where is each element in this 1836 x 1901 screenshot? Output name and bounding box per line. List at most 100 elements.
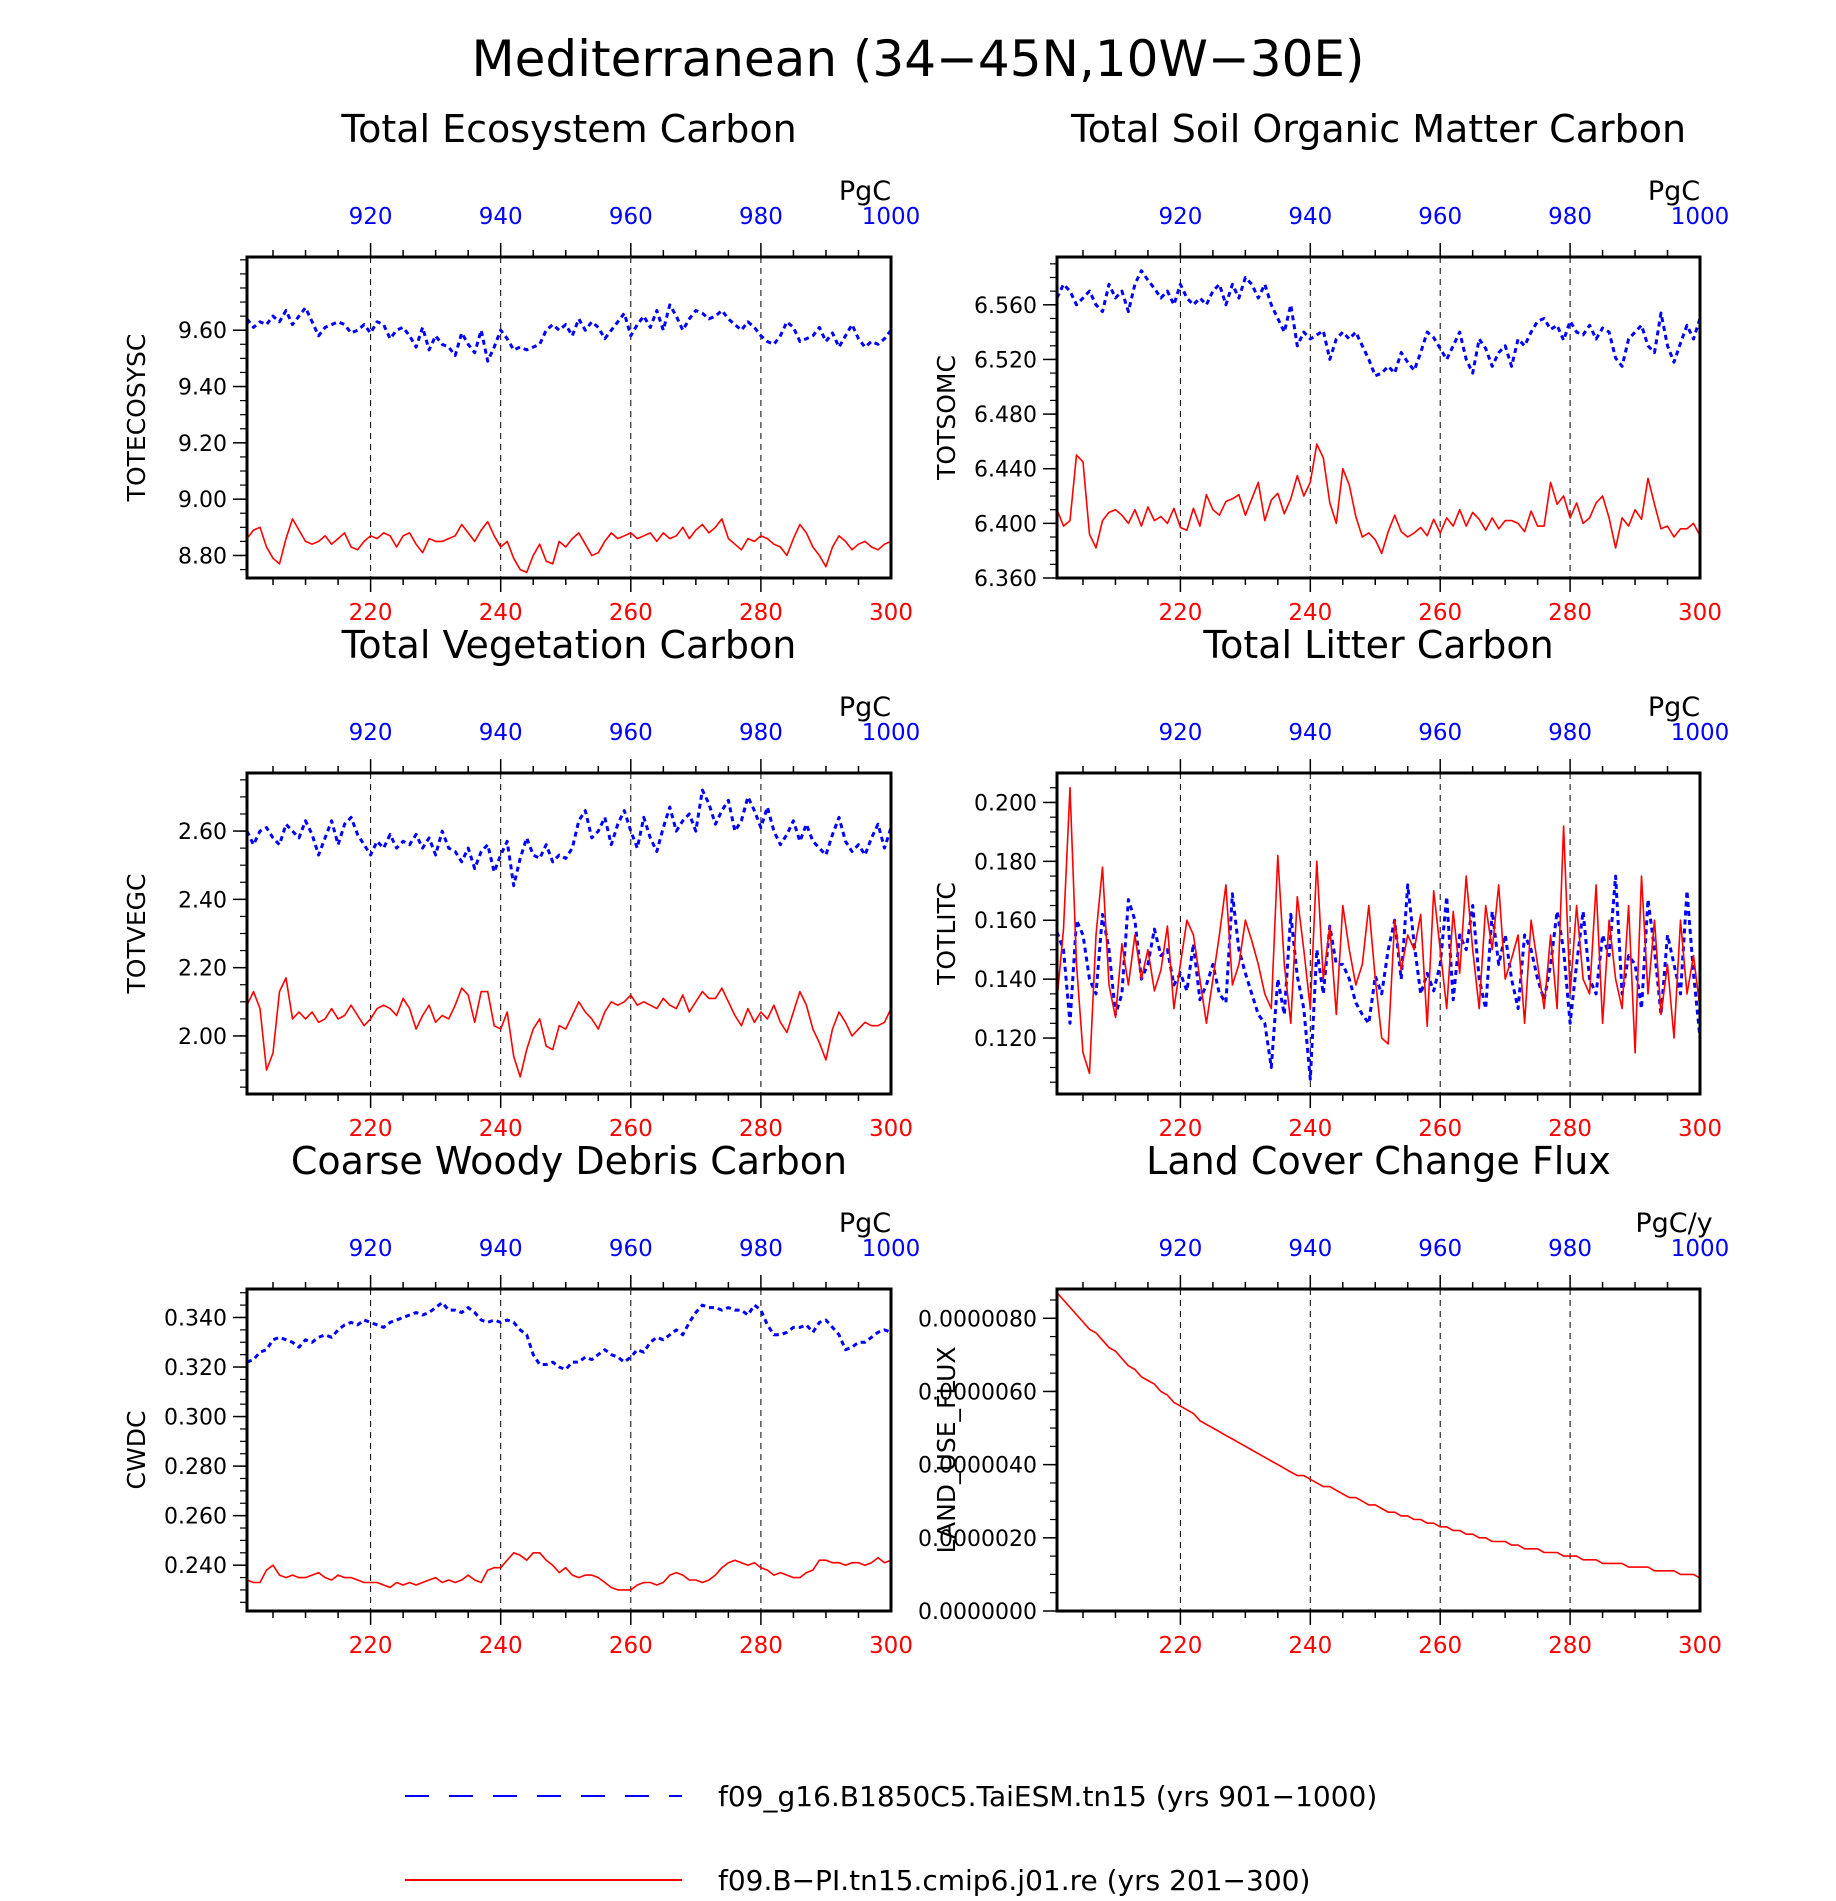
x-tick-label-top: 960 [1418,1236,1462,1262]
x-tick-label-bottom: 260 [1418,1116,1462,1142]
x-tick-label-top: 920 [1158,1236,1202,1262]
x-tick-label-bottom: 240 [1288,1633,1332,1659]
y-tick-label: 9.40 [178,376,227,401]
y-tick-label: 2.20 [178,957,227,982]
legend: f09_g16.B1850C5.TaiESM.tn15 (yrs 901−100… [405,1780,1377,1897]
y-tick-label: 0.300 [164,1406,227,1431]
x-tick-label-bottom: 300 [869,1633,913,1659]
y-tick-label: 0.240 [164,1554,227,1579]
x-tick-label-top: 960 [609,204,653,230]
series-line-1 [1055,874,1702,1081]
units-label: PgC [839,1208,891,1239]
y-axis-label: TOTECOSYSC [122,334,151,503]
x-tick-label-bottom: 220 [349,600,393,626]
panel-title: Land Cover Change Flux [1146,1139,1611,1183]
y-tick-label: 0.260 [164,1505,227,1530]
panel-title: Total Litter Carbon [1202,623,1553,667]
x-tick-label-bottom: 300 [1678,1633,1722,1659]
y-tick-label: 0.120 [974,1027,1037,1052]
panel-title: Coarse Woody Debris Carbon [291,1139,847,1183]
x-tick-label-top: 1000 [862,1236,921,1262]
x-tick-label-bottom: 240 [479,600,523,626]
x-tick-label-bottom: 220 [349,1116,393,1142]
x-tick-label-top: 980 [1548,204,1592,230]
y-tick-label: 6.480 [974,403,1037,428]
x-tick-label-top: 1000 [1671,204,1730,230]
series-line-2 [1056,786,1701,1075]
y-tick-label: 0.0000060 [918,1380,1037,1405]
y-tick-label: 0.0000040 [918,1454,1037,1479]
panel-title: Total Soil Organic Matter Carbon [1070,107,1686,151]
x-tick-label-bottom: 240 [1288,1116,1332,1142]
figure-title: Mediterranean (34−45N,10W−30E) [471,30,1364,88]
plot-frame [245,1287,893,1613]
x-tick-label-bottom: 220 [1158,1116,1202,1142]
x-tick-label-bottom: 300 [869,1116,913,1142]
x-tick-label-top: 920 [349,1236,393,1262]
panel-2: Total Soil Organic Matter Carbon 6.560 6.5… [932,107,1729,626]
x-tick-label-top: 980 [1548,1236,1592,1262]
x-tick-label-bottom: 220 [349,1633,393,1659]
panel-4: Total Litter Carbon 0.200 0.180 0.160 0.140 0… [932,623,1729,1142]
series-line-1 [1056,1292,1701,1579]
x-tick-label-bottom: 300 [869,600,913,626]
x-tick-label-top: 940 [479,204,523,230]
series-line-2 [246,518,892,574]
x-tick-label-bottom: 280 [1548,600,1592,626]
panels: Total Ecosystem Carbon 9.60 9.40 9.20 9.00 8.… [122,107,1729,1659]
x-tick-label-bottom: 300 [1678,1116,1722,1142]
x-tick-label-top: 920 [349,204,393,230]
plot-frame [245,255,893,580]
x-tick-label-top: 980 [739,204,783,230]
plot-frame [1055,771,1702,1096]
y-tick-label: 0.140 [974,968,1037,993]
y-tick-label: 0.0000000 [918,1600,1037,1625]
x-tick-label-top: 920 [349,720,393,746]
y-tick-label: 0.0000020 [918,1527,1037,1552]
units-label: PgC/y [1635,1208,1712,1239]
x-tick-label-bottom: 240 [479,1116,523,1142]
x-tick-label-top: 940 [1288,720,1332,746]
x-tick-label-top: 960 [609,720,653,746]
x-tick-label-top: 940 [479,1236,523,1262]
y-tick-label: 0.320 [164,1356,227,1381]
y-axis-label: TOTVEGC [122,874,151,995]
series-line-1 [246,1301,892,1371]
x-tick-label-bottom: 220 [1158,600,1202,626]
x-tick-label-top: 1000 [862,204,921,230]
series-line-1 [245,788,893,888]
x-tick-label-top: 980 [739,720,783,746]
x-tick-label-top: 920 [1158,720,1202,746]
panel-title: Total Vegetation Carbon [341,623,797,667]
y-tick-label: 0.200 [974,791,1037,816]
y-tick-label: 2.00 [178,1025,227,1050]
y-tick-label: 6.440 [974,458,1037,483]
legend-label-series-a: f09_g16.B1850C5.TaiESM.tn15 (yrs 901−100… [718,1780,1377,1813]
y-tick-label: 9.00 [178,488,227,513]
x-tick-label-top: 1000 [1671,720,1730,746]
x-tick-label-bottom: 260 [609,600,653,626]
y-tick-label: 0.280 [164,1455,227,1480]
x-tick-label-bottom: 260 [1418,600,1462,626]
y-axis-label: TOTLITC [932,882,961,986]
y-axis-label: LAND_USE_FLUX [932,1346,961,1553]
y-tick-label: 6.360 [974,567,1037,592]
x-tick-label-bottom: 280 [1548,1116,1592,1142]
panel-1: Total Ecosystem Carbon 9.60 9.40 9.20 9.00 8.… [122,107,920,626]
y-tick-label: 9.20 [178,432,227,457]
y-tick-label: 6.520 [974,348,1037,373]
units-label: PgC [839,692,891,723]
panel-6: Land Cover Change Flux 0.0000080 0.0000060… [918,1139,1729,1659]
x-tick-label-top: 1000 [862,720,921,746]
series-line-2 [1056,443,1701,555]
x-tick-label-top: 960 [609,1236,653,1262]
series-line-2 [246,977,892,1078]
units-label: PgC [839,176,891,207]
x-tick-label-bottom: 280 [1548,1633,1592,1659]
x-tick-label-top: 960 [1418,204,1462,230]
x-tick-label-top: 940 [479,720,523,746]
y-tick-label: 6.400 [974,512,1037,537]
panel-5: Coarse Woody Debris Carbon 0.340 0.320 0.30… [122,1139,920,1659]
y-tick-label: 2.40 [178,888,227,913]
